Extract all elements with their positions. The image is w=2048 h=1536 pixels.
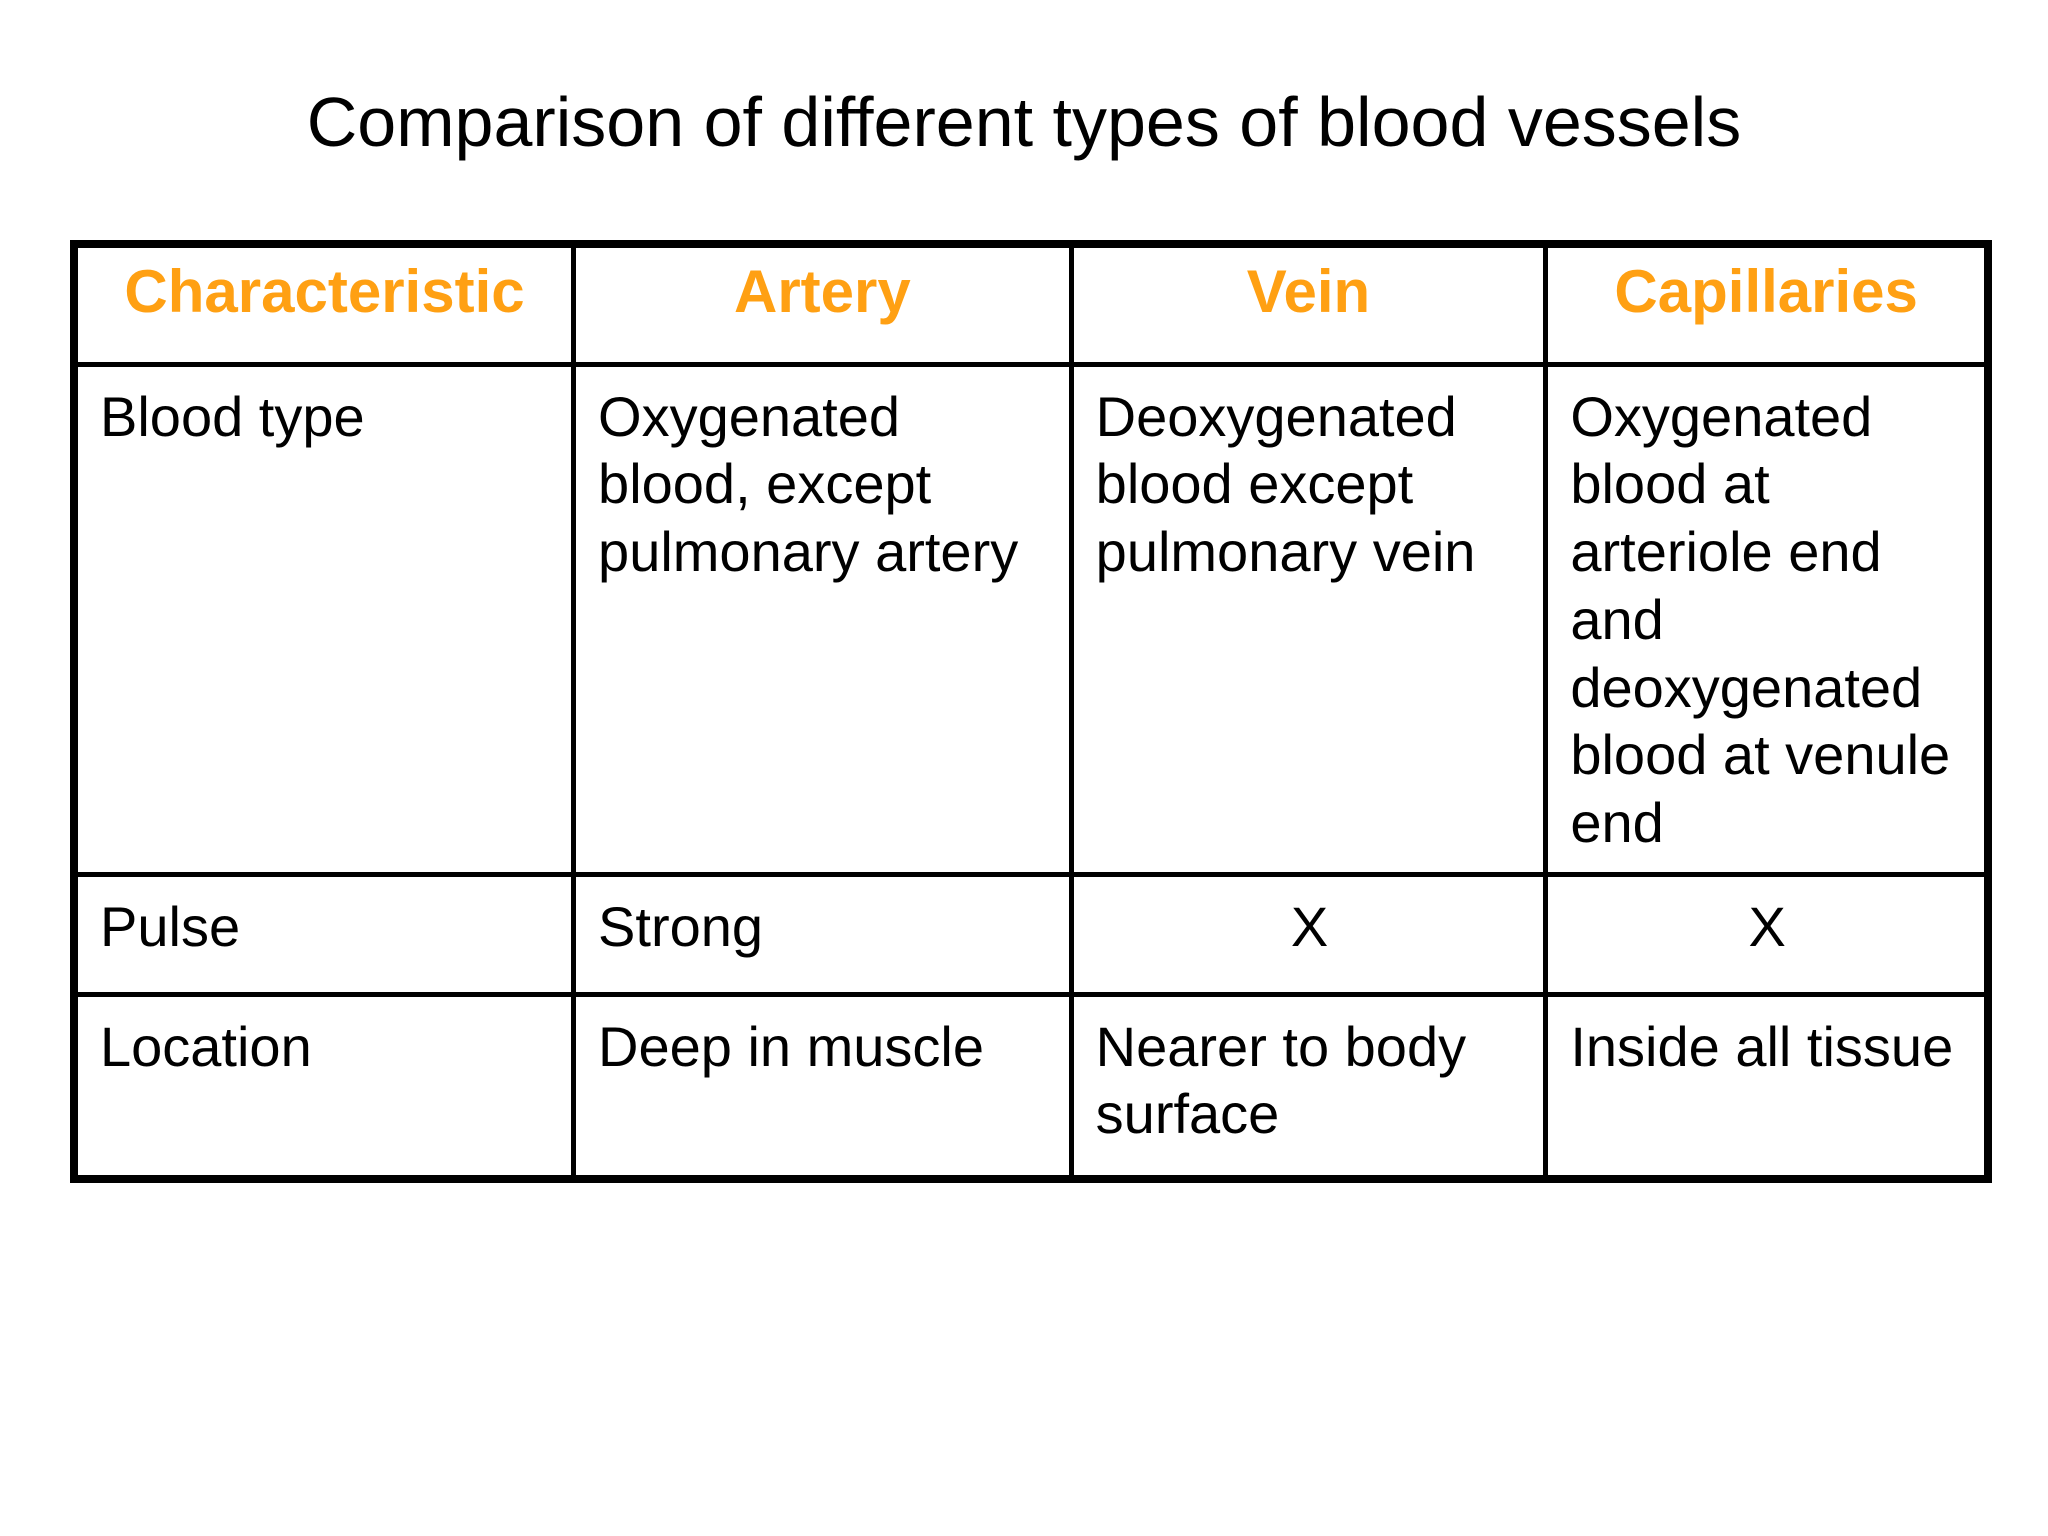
cell-location-capillaries: Inside all tissue [1543, 991, 1991, 1182]
cell-pulse-label: Pulse [71, 871, 577, 997]
cell-pulse-capillaries: X [1543, 871, 1991, 997]
table-row-location: Location Deep in muscle Nearer to body s… [71, 991, 1991, 1182]
cell-pulse-artery: Strong [571, 871, 1074, 997]
header-cell-capillaries: Capillaries [1543, 241, 1991, 367]
cell-pulse-vein: X [1068, 871, 1549, 997]
header-cell-characteristic: Characteristic [71, 241, 577, 367]
cell-blood-type-capillaries: Oxygenated blood at arteriole end and de… [1543, 361, 1991, 877]
comparison-table: Characteristic Artery Vein Capillaries B… [70, 240, 1992, 1183]
cell-location-vein: Nearer to body surface [1068, 991, 1549, 1182]
cell-location-label: Location [71, 991, 577, 1182]
header-cell-vein: Vein [1068, 241, 1549, 367]
cell-blood-type-label: Blood type [71, 361, 577, 877]
table-header-row: Characteristic Artery Vein Capillaries [71, 241, 1991, 367]
cell-blood-type-vein: Deoxygenated blood except pulmonary vein [1068, 361, 1549, 877]
cell-location-artery: Deep in muscle [571, 991, 1074, 1182]
slide-title: Comparison of different types of blood v… [306, 83, 1742, 161]
header-cell-artery: Artery [571, 241, 1074, 367]
cell-blood-type-artery: Oxygenated blood, except pulmonary arter… [571, 361, 1074, 877]
table-row-pulse: Pulse Strong X X [71, 871, 1991, 997]
table-row-blood-type: Blood type Oxygenated blood, except pulm… [71, 361, 1991, 877]
